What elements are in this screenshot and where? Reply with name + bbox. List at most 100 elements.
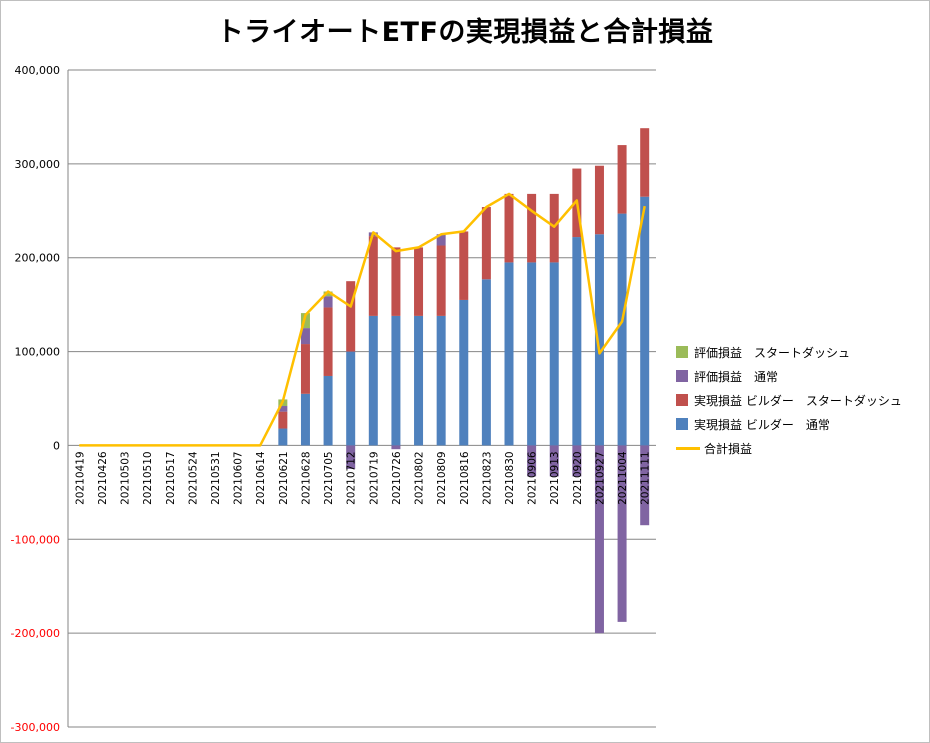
bar-segment bbox=[368, 315, 378, 446]
legend-label: 評価損益 スタートダッシュ bbox=[694, 345, 851, 360]
x-tick-label: 20210816 bbox=[459, 451, 471, 505]
bar-segment bbox=[346, 351, 356, 446]
bar-segment bbox=[481, 207, 491, 280]
x-tick-label: 20210802 bbox=[414, 451, 426, 504]
total-line bbox=[79, 192, 646, 447]
bar-segment bbox=[300, 393, 310, 446]
legend-swatch bbox=[676, 370, 688, 382]
bar-segment bbox=[300, 313, 310, 329]
x-tick-label: 20210719 bbox=[368, 451, 380, 504]
bar-segment bbox=[572, 237, 582, 446]
x-tick-label: 20210726 bbox=[391, 451, 403, 505]
y-tick-label: 0 bbox=[53, 439, 60, 452]
x-tick-label: 20210920 bbox=[572, 451, 584, 504]
bar-segment bbox=[504, 193, 514, 263]
bar-segment bbox=[617, 145, 627, 214]
bar-segment bbox=[527, 262, 537, 446]
bar-segment bbox=[640, 445, 650, 526]
y-tick-label: -300,000 bbox=[11, 721, 60, 734]
x-tick-label: 20210419 bbox=[74, 451, 86, 504]
bar-segment bbox=[459, 299, 469, 446]
bar-segment bbox=[594, 234, 604, 446]
bar-segment bbox=[527, 445, 537, 477]
y-tick-label: -200,000 bbox=[11, 627, 60, 640]
bar-segment bbox=[594, 445, 604, 634]
legend-item: 合計損益 bbox=[676, 436, 902, 460]
bar-segment bbox=[594, 165, 604, 235]
bar-segment bbox=[278, 411, 288, 429]
legend-label: 実現損益 ビルダー 通常 bbox=[694, 417, 830, 432]
bar-segment bbox=[300, 344, 310, 394]
legend-swatch bbox=[676, 394, 688, 406]
bar-segment bbox=[640, 196, 650, 446]
bar-segment bbox=[323, 307, 333, 376]
x-tick-label: 20210906 bbox=[527, 451, 539, 505]
bar-segment bbox=[414, 247, 424, 316]
legend-swatch bbox=[676, 346, 688, 358]
y-tick-label: 100,000 bbox=[15, 346, 61, 359]
bar-segment bbox=[436, 315, 446, 446]
bar-segment bbox=[346, 281, 356, 352]
bar-segment bbox=[414, 315, 424, 446]
y-tick-label: 400,000 bbox=[15, 64, 61, 77]
bar-segment bbox=[323, 296, 333, 308]
bar-segment bbox=[436, 234, 446, 246]
bar-segment bbox=[278, 406, 288, 412]
legend-item: 評価損益 スタートダッシュ bbox=[676, 340, 902, 364]
legend-label: 評価損益 通常 bbox=[694, 369, 779, 384]
y-tick-label: 200,000 bbox=[15, 252, 61, 265]
legend-item: 実現損益 ビルダー スタートダッシュ bbox=[676, 388, 902, 412]
bar-segment bbox=[481, 279, 491, 446]
y-tick-label: 300,000 bbox=[15, 158, 61, 171]
legend-item: 実現損益 ビルダー 通常 bbox=[676, 412, 902, 436]
x-tick-label: 20210712 bbox=[346, 451, 358, 504]
x-tick-label: 20210823 bbox=[481, 451, 493, 504]
x-tick-label: 20210510 bbox=[142, 451, 154, 504]
bar-segment bbox=[300, 328, 310, 345]
legend-swatch bbox=[676, 418, 688, 430]
x-tick-label: 20210705 bbox=[323, 451, 335, 504]
x-tick-label: 20210607 bbox=[233, 451, 245, 504]
bar-segment bbox=[346, 445, 356, 469]
bar-segment bbox=[640, 128, 650, 197]
x-tick-label: 20210927 bbox=[595, 451, 607, 504]
bar-segment bbox=[323, 291, 333, 297]
x-tick-label: 20210809 bbox=[436, 451, 448, 504]
bar-segment bbox=[617, 213, 627, 446]
bar-segment bbox=[549, 262, 559, 446]
bar-segment bbox=[549, 445, 559, 477]
bar-segment bbox=[368, 236, 378, 316]
legend: 評価損益 スタートダッシュ 評価損益 通常実現損益 ビルダー スタートダッシュ 実現… bbox=[676, 340, 902, 460]
legend-label: 実現損益 ビルダー スタートダッシュ bbox=[694, 393, 902, 408]
bar-segment bbox=[549, 193, 559, 263]
x-tick-label: 20211004 bbox=[617, 451, 629, 505]
x-tick-label: 20210628 bbox=[301, 451, 313, 504]
x-tick-label: 20210426 bbox=[97, 451, 109, 505]
x-tick-label: 20211111 bbox=[640, 451, 652, 504]
chart-title: トライオートETFの実現損益と合計損益 bbox=[216, 17, 714, 48]
bar-segment bbox=[527, 193, 537, 263]
bar-segment bbox=[391, 445, 401, 450]
bar-segment bbox=[278, 428, 288, 446]
bar-segment bbox=[617, 445, 627, 622]
x-tick-label: 20210503 bbox=[120, 451, 132, 504]
x-tick-label: 20210913 bbox=[549, 451, 561, 504]
bar-segment bbox=[572, 445, 582, 477]
bar-segment bbox=[504, 262, 514, 446]
legend-line-swatch bbox=[676, 446, 700, 450]
x-tick-label: 20210517 bbox=[165, 451, 177, 504]
x-tick-label: 20210524 bbox=[187, 451, 199, 505]
y-tick-label: -100,000 bbox=[11, 533, 60, 546]
bar-segment bbox=[391, 247, 401, 316]
bar-segment bbox=[459, 231, 469, 300]
bar-segment bbox=[436, 245, 446, 316]
legend-label: 合計損益 bbox=[704, 441, 753, 456]
x-tick-label: 20210830 bbox=[504, 451, 516, 504]
x-tick-label: 20210621 bbox=[278, 451, 290, 504]
bar-segment bbox=[391, 315, 401, 446]
bar-segment bbox=[323, 375, 333, 446]
x-tick-label: 20210531 bbox=[210, 451, 222, 504]
legend-item: 評価損益 通常 bbox=[676, 364, 902, 388]
x-tick-label: 20210614 bbox=[255, 451, 267, 505]
